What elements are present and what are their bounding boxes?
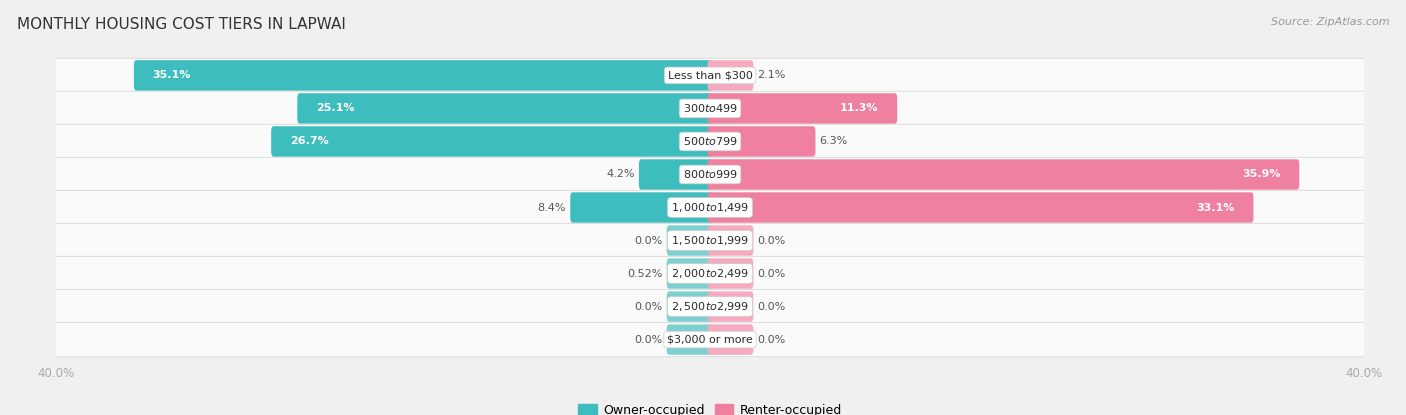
Text: 11.3%: 11.3% [839, 103, 879, 113]
Text: 0.52%: 0.52% [627, 269, 662, 278]
Text: Source: ZipAtlas.com: Source: ZipAtlas.com [1271, 17, 1389, 27]
FancyBboxPatch shape [707, 325, 754, 355]
FancyBboxPatch shape [48, 124, 1372, 159]
Text: 2.1%: 2.1% [758, 71, 786, 81]
Legend: Owner-occupied, Renter-occupied: Owner-occupied, Renter-occupied [574, 399, 846, 415]
Text: 33.1%: 33.1% [1197, 203, 1234, 212]
FancyBboxPatch shape [707, 225, 754, 256]
Text: 0.0%: 0.0% [758, 334, 786, 344]
Text: 0.0%: 0.0% [634, 236, 662, 246]
FancyBboxPatch shape [48, 256, 1372, 291]
FancyBboxPatch shape [571, 192, 713, 223]
FancyBboxPatch shape [707, 192, 1254, 223]
FancyBboxPatch shape [666, 225, 713, 256]
Text: $2,500 to $2,999: $2,500 to $2,999 [671, 300, 749, 313]
FancyBboxPatch shape [48, 322, 1372, 357]
Text: $300 to $499: $300 to $499 [682, 103, 738, 115]
Text: $500 to $799: $500 to $799 [682, 135, 738, 147]
FancyBboxPatch shape [271, 126, 713, 156]
Text: 35.1%: 35.1% [153, 71, 191, 81]
FancyBboxPatch shape [48, 223, 1372, 258]
Text: MONTHLY HOUSING COST TIERS IN LAPWAI: MONTHLY HOUSING COST TIERS IN LAPWAI [17, 17, 346, 32]
Text: $1,500 to $1,999: $1,500 to $1,999 [671, 234, 749, 247]
FancyBboxPatch shape [666, 259, 713, 289]
Text: 25.1%: 25.1% [316, 103, 354, 113]
FancyBboxPatch shape [134, 60, 713, 90]
FancyBboxPatch shape [48, 289, 1372, 324]
Text: 4.2%: 4.2% [606, 169, 636, 179]
FancyBboxPatch shape [707, 291, 754, 322]
FancyBboxPatch shape [297, 93, 713, 124]
FancyBboxPatch shape [666, 325, 713, 355]
FancyBboxPatch shape [707, 259, 754, 289]
Text: $2,000 to $2,499: $2,000 to $2,499 [671, 267, 749, 280]
Text: $3,000 or more: $3,000 or more [668, 334, 752, 344]
Text: Less than $300: Less than $300 [668, 71, 752, 81]
Text: 0.0%: 0.0% [758, 236, 786, 246]
Text: 0.0%: 0.0% [634, 302, 662, 312]
FancyBboxPatch shape [707, 126, 815, 156]
Text: $1,000 to $1,499: $1,000 to $1,499 [671, 201, 749, 214]
Text: $800 to $999: $800 to $999 [682, 168, 738, 181]
Text: 0.0%: 0.0% [758, 269, 786, 278]
Text: 8.4%: 8.4% [537, 203, 567, 212]
FancyBboxPatch shape [707, 60, 754, 90]
FancyBboxPatch shape [707, 93, 897, 124]
Text: 6.3%: 6.3% [820, 137, 848, 146]
FancyBboxPatch shape [48, 91, 1372, 126]
FancyBboxPatch shape [638, 159, 713, 190]
FancyBboxPatch shape [48, 58, 1372, 93]
Text: 26.7%: 26.7% [290, 137, 329, 146]
FancyBboxPatch shape [666, 291, 713, 322]
FancyBboxPatch shape [707, 159, 1299, 190]
Text: 0.0%: 0.0% [758, 302, 786, 312]
FancyBboxPatch shape [48, 190, 1372, 225]
Text: 0.0%: 0.0% [634, 334, 662, 344]
Text: 35.9%: 35.9% [1241, 169, 1281, 179]
FancyBboxPatch shape [48, 157, 1372, 192]
